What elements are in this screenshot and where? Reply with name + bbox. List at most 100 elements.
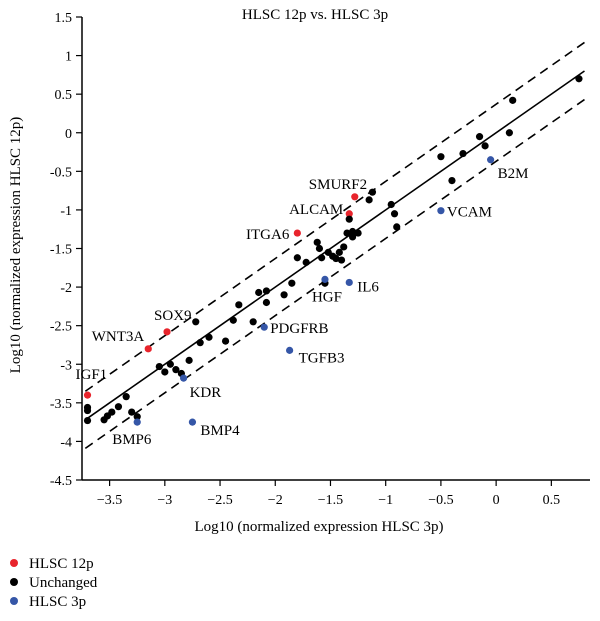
unchanged-point — [318, 254, 326, 262]
hlsc-3p-point — [321, 275, 329, 283]
hlsc-12p-point — [293, 229, 301, 237]
unchanged-point — [255, 288, 263, 297]
lower-bound-line — [84, 98, 585, 450]
unchanged-point — [249, 318, 257, 326]
point-label: SMURF2 — [309, 177, 367, 193]
x-tick-label: 0 — [493, 493, 500, 508]
unchanged-point — [313, 238, 321, 246]
hlsc-3p-point — [487, 156, 495, 164]
unchanged-point — [122, 393, 130, 401]
x-tick-label: −0.5 — [428, 493, 453, 508]
x-tick-label: −1.5 — [318, 493, 343, 508]
unchanged-point — [337, 256, 346, 264]
y-tick-label: 1.5 — [55, 11, 73, 26]
unchanged-point — [348, 227, 357, 236]
x-tick-label: 0.5 — [543, 493, 561, 508]
y-tick-label: 0.5 — [55, 88, 73, 103]
unchanged-point — [196, 339, 204, 347]
point-label: BMP4 — [200, 423, 240, 439]
point-label: ALCAM — [289, 202, 343, 218]
x-tick-label: −2 — [268, 493, 283, 508]
unchanged-point — [345, 215, 353, 223]
hlsc-3p-point — [437, 207, 445, 215]
point-label: ITGA6 — [246, 227, 290, 243]
point-label: IL6 — [357, 279, 379, 295]
point-label: B2M — [498, 166, 529, 182]
unchanged-point — [509, 96, 517, 104]
point-label: SOX9 — [154, 308, 192, 324]
y-axis-label: Log10 (normalized expression HLSC 12p) — [8, 117, 24, 374]
x-tick-label: −3.5 — [97, 493, 122, 508]
unchanged-point — [390, 210, 399, 218]
hlsc-3p-point — [345, 278, 353, 287]
unchanged-point — [448, 176, 456, 185]
y-tick-label: -2 — [60, 281, 72, 296]
legend-marker — [10, 597, 18, 605]
point-label: BMP6 — [112, 432, 152, 448]
y-tick-label: -3.5 — [50, 397, 72, 412]
unchanged-point — [368, 188, 377, 196]
unchanged-point — [192, 318, 200, 326]
unchanged-point — [387, 200, 395, 209]
hlsc-12p-point — [144, 345, 152, 353]
hlsc-3p-point — [133, 418, 141, 426]
unchanged-point — [288, 279, 296, 287]
unchanged-point — [505, 129, 513, 137]
x-tick-label: −2.5 — [207, 493, 232, 508]
hlsc-3p-point — [260, 323, 268, 331]
legend-marker — [10, 559, 18, 567]
chart-title: HLSC 12p vs. HLSC 3p — [242, 7, 388, 23]
unchanged-point — [235, 301, 243, 309]
hlsc-12p-point — [345, 210, 353, 218]
unchanged-point — [335, 248, 343, 256]
unchanged-point — [340, 243, 348, 251]
point-label: IGF1 — [76, 367, 108, 383]
unchanged-point — [332, 254, 340, 263]
x-tick-label: −3 — [157, 493, 172, 508]
y-tick-label: -2.5 — [50, 320, 72, 335]
unchanged-point — [229, 316, 237, 324]
hlsc-12p-point — [163, 328, 171, 336]
unchanged-point — [459, 149, 467, 158]
legend-label: HLSC 12p — [29, 556, 94, 572]
unchanged-point — [205, 333, 213, 341]
legend-label: HLSC 3p — [29, 594, 86, 610]
point-label: TGFB3 — [299, 350, 345, 366]
unchanged-point — [481, 142, 489, 150]
unchanged-point — [354, 229, 362, 237]
y-tick-label: -0.5 — [50, 165, 72, 180]
unchanged-point — [393, 223, 401, 231]
point-label: PDGFRB — [270, 321, 328, 337]
unchanged-point — [166, 360, 174, 368]
upper-bound-line — [84, 41, 585, 392]
unchanged-point — [293, 254, 301, 262]
unchanged-point — [262, 298, 271, 307]
x-axis-label: Log10 (normalized expression HLSC 3p) — [194, 519, 443, 535]
unchanged-point — [155, 362, 163, 371]
point-label: KDR — [190, 385, 222, 401]
legend-label: Unchanged — [29, 575, 98, 591]
unchanged-point — [343, 229, 351, 237]
legend-marker — [10, 578, 18, 586]
unchanged-point — [161, 368, 169, 376]
plot-area: 1.5 1 0.5 0 -0.5 -1 -1.5 -2 -2.5 -3 -3.5 -4 -4.5 −3.5… — [50, 11, 590, 508]
x-tick-label: −1 — [378, 493, 393, 508]
y-tick-label: 0 — [65, 127, 72, 142]
unchanged-point — [437, 153, 445, 161]
hlsc-3p-point — [286, 346, 294, 354]
point-label: WNT3A — [92, 329, 145, 345]
y-tick-label: -4.5 — [50, 474, 72, 489]
legend: HLSC 12p Unchanged HLSC 3p — [10, 556, 98, 610]
unchanged-point — [280, 291, 288, 299]
unchanged-point — [172, 366, 180, 374]
unchanged-point — [185, 356, 193, 364]
unchanged-point — [302, 258, 310, 266]
y-tick-label: -4 — [60, 435, 72, 450]
hlsc-3p-point — [188, 418, 197, 426]
unchanged-point — [315, 244, 324, 253]
unchanged-point — [575, 75, 583, 83]
unchanged-point — [221, 337, 230, 345]
unchanged-point — [108, 408, 116, 416]
unchanged-point — [348, 233, 357, 241]
